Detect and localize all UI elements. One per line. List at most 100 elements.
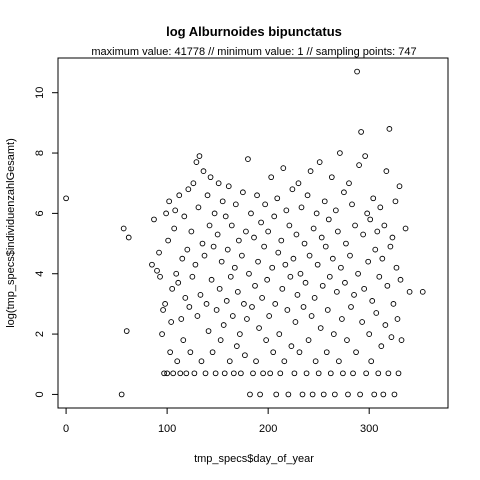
data-point <box>168 319 175 325</box>
data-point <box>293 231 300 238</box>
data-point <box>266 313 273 319</box>
data-point <box>285 391 292 398</box>
data-point <box>244 316 250 322</box>
data-point <box>295 180 302 187</box>
data-point <box>392 198 399 205</box>
data-point <box>289 186 296 193</box>
data-point <box>118 391 125 398</box>
data-point <box>380 391 387 398</box>
data-point <box>225 183 232 190</box>
data-point <box>200 168 207 174</box>
data-point <box>341 189 347 196</box>
data-point <box>186 304 193 310</box>
data-point <box>236 237 242 244</box>
data-point <box>231 264 238 271</box>
data-point <box>149 261 155 268</box>
data-point <box>237 331 243 337</box>
data-point <box>268 174 275 181</box>
y-tick-label: 10 <box>34 87 46 99</box>
data-point <box>220 322 227 328</box>
data-point <box>292 319 299 325</box>
data-point <box>318 234 325 241</box>
data-point <box>250 370 256 377</box>
data-point <box>214 231 221 238</box>
data-point <box>376 273 383 280</box>
data-point <box>215 180 222 187</box>
data-point <box>352 222 358 229</box>
x-tick-label: 100 <box>158 423 176 435</box>
data-point <box>365 258 372 265</box>
data-point <box>166 198 172 205</box>
data-point <box>338 264 344 271</box>
data-point <box>180 337 187 343</box>
data-point <box>371 391 378 398</box>
data-point <box>171 225 178 232</box>
data-point <box>211 210 218 217</box>
data-point <box>181 213 188 220</box>
x-tick-label: 300 <box>360 423 378 435</box>
data-point <box>170 370 177 377</box>
data-point <box>221 370 228 377</box>
data-point <box>382 322 389 328</box>
data-point <box>391 391 398 398</box>
data-point <box>245 156 251 162</box>
data-point <box>323 349 330 356</box>
y-tick-label: 0 <box>34 391 46 397</box>
data-point <box>241 301 247 307</box>
data-point <box>332 207 339 214</box>
data-point <box>350 370 356 377</box>
data-point <box>355 270 361 277</box>
data-point <box>394 316 401 322</box>
data-points <box>63 68 426 398</box>
data-point <box>297 270 304 277</box>
data-point <box>183 370 190 377</box>
data-point <box>269 264 276 271</box>
data-point <box>364 210 371 217</box>
data-point <box>160 307 166 313</box>
data-point <box>205 328 212 334</box>
data-point <box>253 358 259 365</box>
data-point <box>260 370 266 377</box>
x-tick-label: 200 <box>259 423 277 435</box>
data-point <box>277 370 284 377</box>
data-point <box>161 370 167 377</box>
data-point <box>344 337 350 343</box>
data-point <box>324 307 331 313</box>
data-point <box>370 195 377 202</box>
data-point <box>402 225 409 232</box>
data-point <box>270 349 277 356</box>
data-point <box>192 261 199 268</box>
x-axis: 0 100 200 300 <box>63 408 378 435</box>
data-point <box>307 168 314 174</box>
data-point <box>276 331 283 337</box>
data-point <box>191 370 198 377</box>
data-point <box>309 391 316 398</box>
data-point <box>375 370 382 377</box>
data-point <box>325 216 332 223</box>
data-point <box>156 249 162 256</box>
data-point <box>313 210 320 217</box>
data-point <box>254 192 260 199</box>
data-point <box>406 288 413 295</box>
data-point <box>317 325 324 331</box>
data-point <box>196 153 203 159</box>
data-point <box>279 285 286 292</box>
data-point <box>239 252 245 259</box>
data-point <box>212 370 219 377</box>
data-point <box>299 391 306 398</box>
data-point <box>207 174 214 181</box>
data-point <box>298 204 305 211</box>
data-point <box>206 222 213 229</box>
data-point <box>252 282 258 289</box>
plot-frame <box>57 57 449 409</box>
data-point <box>213 307 220 313</box>
data-point <box>367 216 374 223</box>
data-point <box>177 370 184 377</box>
data-point <box>120 225 127 232</box>
data-point <box>179 255 186 262</box>
data-point <box>319 282 326 289</box>
data-point <box>326 273 333 280</box>
data-point <box>315 370 322 377</box>
data-point <box>163 210 169 217</box>
data-point <box>291 370 298 377</box>
